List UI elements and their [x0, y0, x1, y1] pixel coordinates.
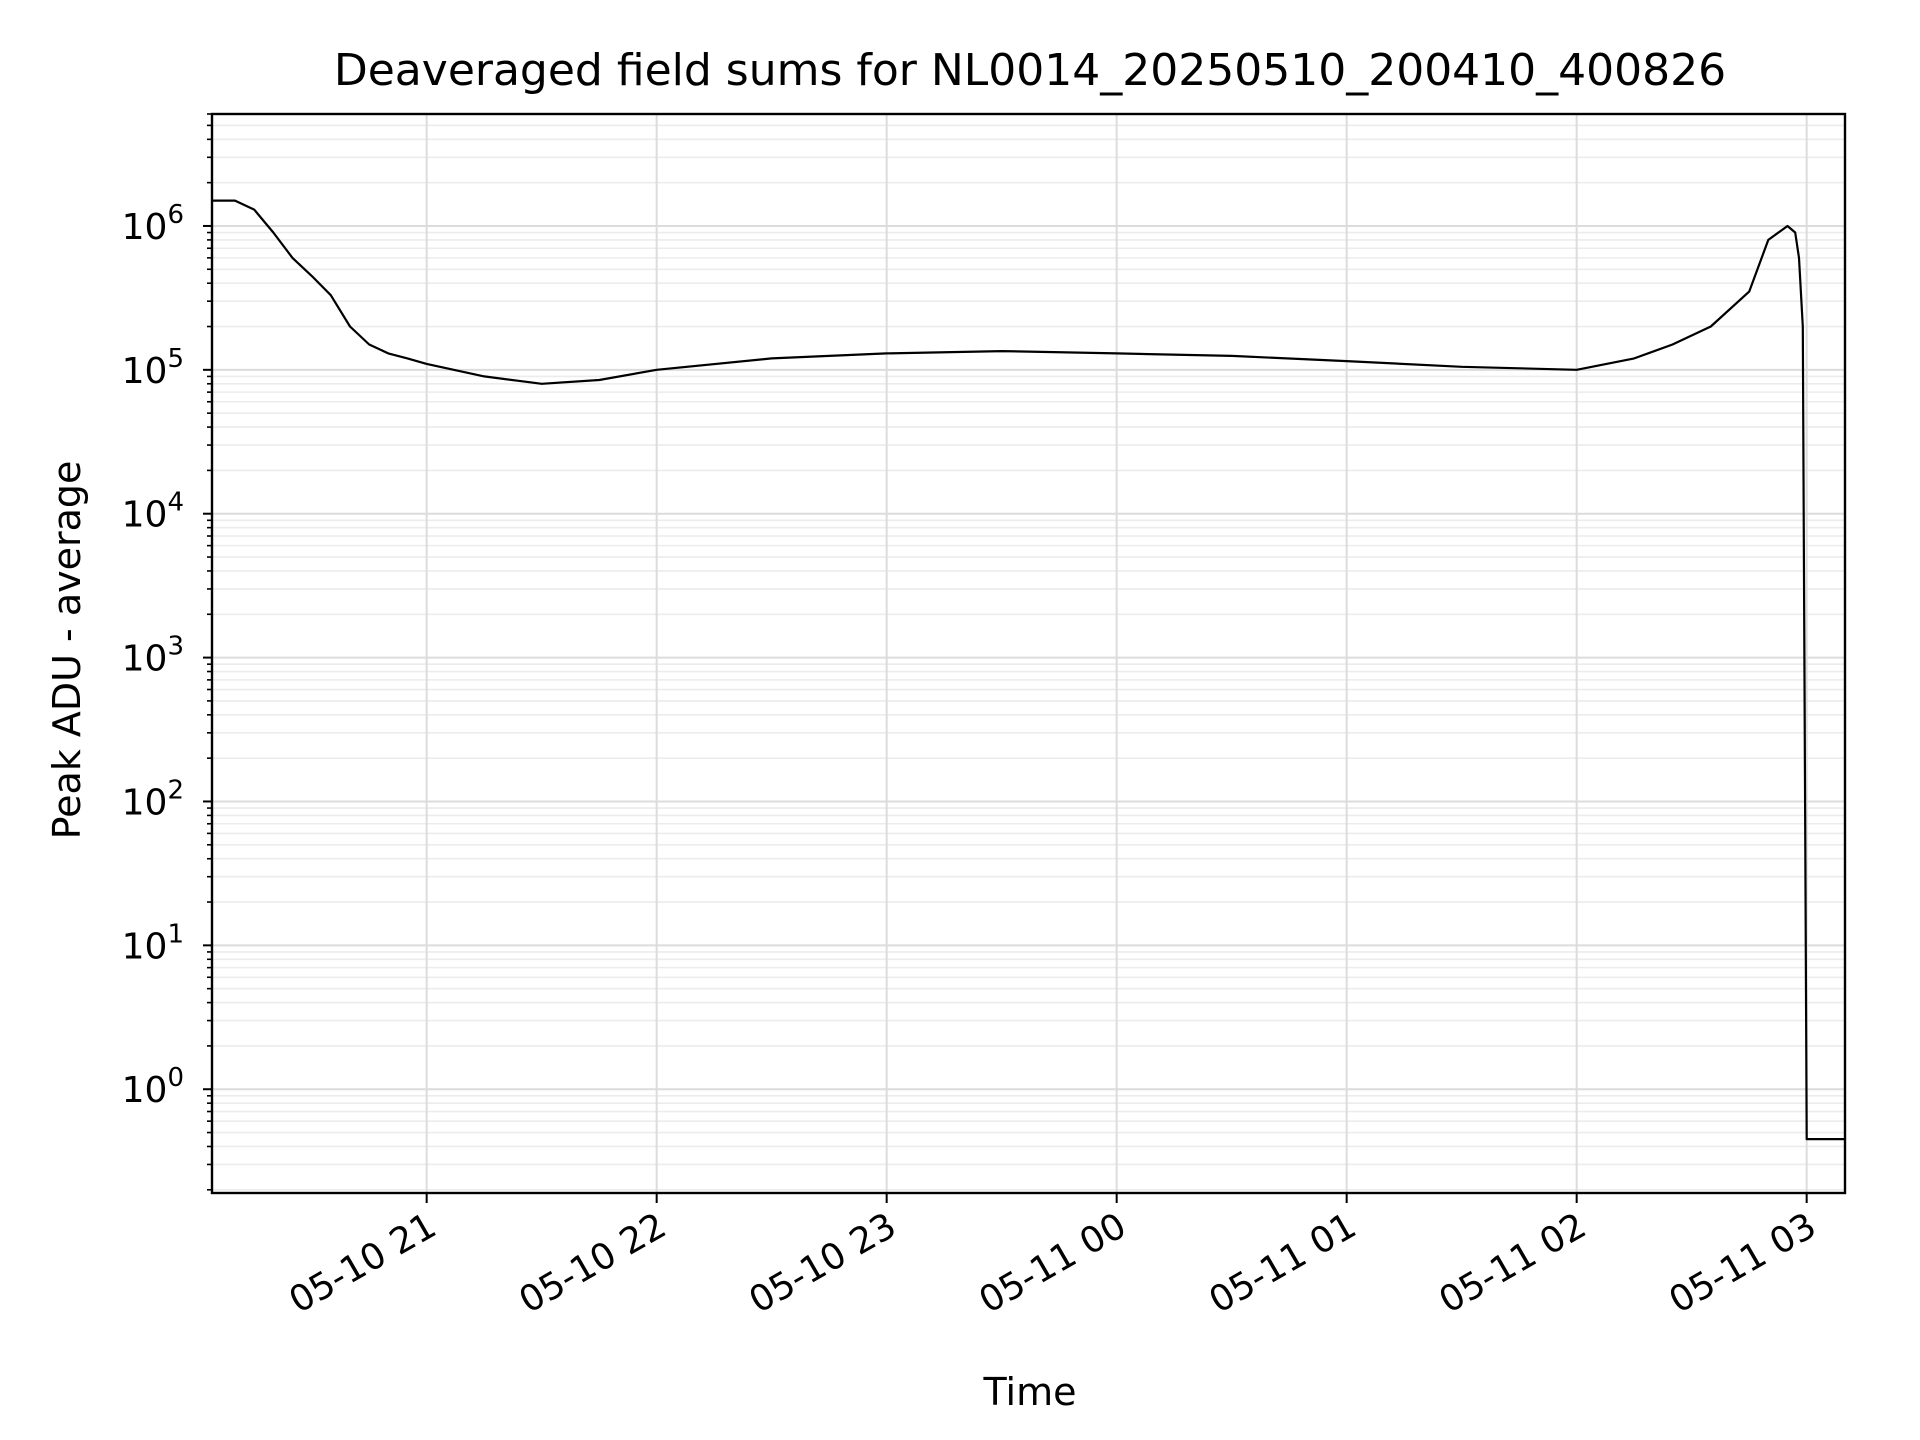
x-tick-label: 05-10 23	[742, 1205, 903, 1321]
series-layer	[212, 199, 1845, 1141]
y-tick-label: 100	[122, 1063, 184, 1111]
x-axis-ticks: 05-10 21 05-10 22 05-10 23 05-11 00 05-11 01…	[282, 1193, 1823, 1322]
series-line	[212, 199, 1845, 1141]
x-tick-label: 05-11 02	[1432, 1205, 1593, 1321]
y-tick-label: 104	[122, 488, 184, 536]
x-tick-label: 05-11 00	[972, 1205, 1133, 1321]
x-tick-label: 05-11 03	[1662, 1205, 1823, 1321]
plot-frame	[210, 112, 1847, 1195]
y-axis-label: Peak ADU - average	[45, 461, 89, 840]
y-tick-label: 105	[122, 344, 184, 392]
x-tick-label: 05-11 01	[1202, 1205, 1363, 1321]
y-tick-label: 102	[122, 775, 184, 823]
x-tick-label: 05-10 21	[282, 1205, 443, 1321]
y-tick-label: 101	[122, 919, 184, 967]
y-tick-label: 103	[122, 632, 184, 680]
x-axis-label: Time	[983, 1370, 1077, 1414]
y-axis-ticks: 100 101 102 103 104 105 106	[122, 113, 212, 1191]
grid-layer	[212, 113, 1845, 1193]
y-tick-label: 106	[122, 200, 184, 248]
chart-title: Deaveraged field sums for NL0014_2025051…	[334, 45, 1726, 96]
x-tick-label: 05-10 22	[512, 1205, 673, 1321]
